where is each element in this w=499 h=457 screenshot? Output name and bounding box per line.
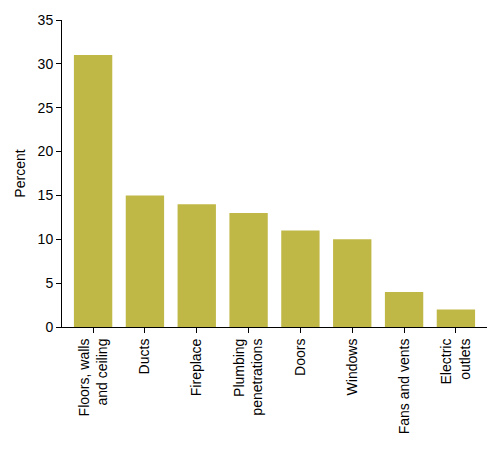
svg-text:5: 5 <box>45 275 53 291</box>
svg-text:0: 0 <box>45 319 53 335</box>
svg-text:10: 10 <box>38 231 54 247</box>
svg-text:Fans and vents: Fans and vents <box>396 339 412 435</box>
svg-text:Electricoutlets: Electricoutlets <box>438 339 472 385</box>
svg-text:Fireplace: Fireplace <box>188 338 204 396</box>
svg-text:Floors, wallsand ceiling: Floors, wallsand ceiling <box>76 339 110 417</box>
svg-text:35: 35 <box>38 12 54 28</box>
svg-text:Windows: Windows <box>344 339 360 396</box>
svg-text:30: 30 <box>38 56 54 72</box>
svg-text:Doors: Doors <box>292 339 308 376</box>
svg-text:Ducts: Ducts <box>136 339 152 375</box>
svg-text:15: 15 <box>38 187 54 203</box>
svg-text:Percent: Percent <box>12 149 28 197</box>
svg-text:Plumbingpenetrations: Plumbingpenetrations <box>231 339 265 416</box>
svg-text:25: 25 <box>38 100 54 116</box>
svg-text:20: 20 <box>38 143 54 159</box>
